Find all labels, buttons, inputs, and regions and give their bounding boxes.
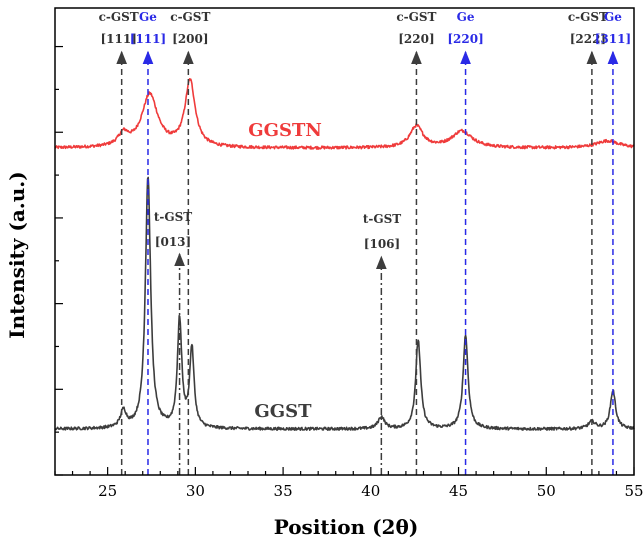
annotation-labels: c-GST[111]Ge[111]c-GST[200]c-GST[220]Ge[… xyxy=(99,10,632,251)
annotation-index-label: [220] xyxy=(447,32,483,46)
x-tick-label: 25 xyxy=(98,482,117,500)
annotation-index-label: [311] xyxy=(595,32,631,46)
axis-ticks: 25 30 35 40 45 50 55 xyxy=(54,45,644,500)
x-tick-label: 40 xyxy=(361,482,380,500)
annotation-phase-label: Ge xyxy=(457,10,475,24)
annotation-phase-label: c-GST xyxy=(99,10,139,24)
annotation-index-label: [111] xyxy=(130,32,166,46)
annotation-index-label: [222] xyxy=(570,32,606,46)
annotation-phase-label: c-GST xyxy=(396,10,436,24)
series-label-ggst: GGST xyxy=(254,401,312,422)
annotation-index-label: [111] xyxy=(100,32,136,46)
series-lines xyxy=(54,78,635,432)
x-tick-label: 55 xyxy=(624,482,643,500)
y-axis-title: Intensity (a.u.) xyxy=(5,171,29,338)
annotation-phase-label: c-GST xyxy=(568,10,608,24)
series-line-ggstn xyxy=(54,78,635,150)
annotation-phase-label: t-GST xyxy=(154,210,192,224)
annotation-index-label: [106] xyxy=(364,237,400,251)
plot-frame xyxy=(54,7,635,476)
x-tick-label: 30 xyxy=(186,482,205,500)
annotation-phase-label: Ge xyxy=(139,10,157,24)
x-tick-label: 45 xyxy=(449,482,468,500)
annotation-phase-label: c-GST xyxy=(170,10,210,24)
series-label-ggstn: GGSTN xyxy=(248,120,322,141)
annotation-phase-label: Ge xyxy=(604,10,622,24)
annotation-index-label: [220] xyxy=(398,32,434,46)
annotation-index-label: [200] xyxy=(172,32,208,46)
reference-lines xyxy=(116,50,619,475)
x-axis-title: Position (2θ) xyxy=(274,515,419,539)
annotation-phase-label: t-GST xyxy=(363,212,401,226)
series-line-ggst xyxy=(54,176,635,432)
x-tick-label: 50 xyxy=(537,482,556,500)
annotation-index-label: [013] xyxy=(155,235,191,249)
x-tick-label: 35 xyxy=(274,482,293,500)
